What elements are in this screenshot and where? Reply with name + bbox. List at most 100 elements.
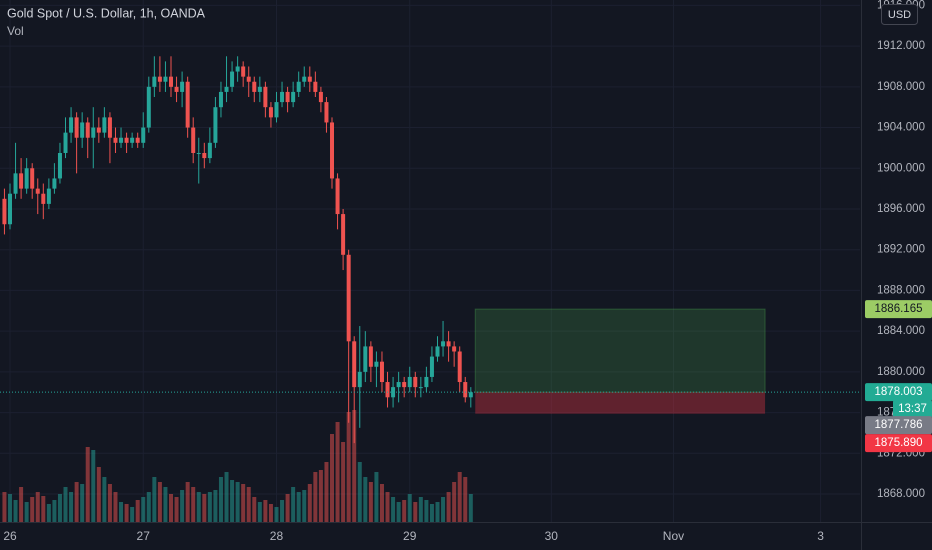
volume-bar xyxy=(113,492,118,522)
volume-bar xyxy=(313,472,318,522)
candle-body xyxy=(341,214,346,255)
volume-bar xyxy=(213,490,218,522)
volume-bar xyxy=(80,484,85,522)
volume-bar xyxy=(296,492,301,522)
volume-bar xyxy=(96,467,101,522)
stop-price-tag: 1875.890 xyxy=(875,437,923,449)
volume-bar xyxy=(291,487,296,522)
position-profit-zone xyxy=(474,308,766,393)
volume-bar xyxy=(385,492,390,522)
volume-bar xyxy=(102,477,107,522)
candle-body xyxy=(268,107,273,118)
target-price-tag: 1886.165 xyxy=(875,303,923,315)
volume-bar xyxy=(429,504,434,522)
candle-body xyxy=(407,376,412,388)
candle-body xyxy=(163,76,168,82)
candle-body xyxy=(157,76,162,82)
plot-area xyxy=(0,56,860,522)
volume-bar xyxy=(63,487,68,522)
volume-bar xyxy=(246,487,251,522)
candle-body xyxy=(218,91,223,108)
candle-body xyxy=(263,86,268,108)
bid-price-tag: 1877.786 xyxy=(875,419,923,431)
volume-bar xyxy=(224,472,229,522)
candle-body xyxy=(402,382,407,388)
volume-bar xyxy=(357,462,362,522)
volume-bar xyxy=(407,494,412,522)
candle-body xyxy=(468,392,473,398)
volume-bar xyxy=(463,477,468,522)
volume-bar xyxy=(413,502,418,522)
candle-body xyxy=(96,127,101,133)
volume-bar xyxy=(252,497,257,522)
countdown-tag: 13:37 xyxy=(898,403,927,415)
volume-bar xyxy=(30,497,35,522)
volume-bar xyxy=(135,500,140,522)
candle-body xyxy=(230,71,235,87)
volume-bar xyxy=(91,450,96,522)
position-loss-zone xyxy=(475,392,766,414)
volume-bar xyxy=(346,412,351,522)
candle-body xyxy=(35,188,40,194)
x-tick-label: 30 xyxy=(545,529,559,543)
candle-body xyxy=(174,86,179,92)
candle-body xyxy=(424,376,429,388)
candle-body xyxy=(357,371,362,388)
volume-bar xyxy=(268,504,273,522)
volume-bar xyxy=(13,500,18,522)
volume-bar xyxy=(169,494,173,522)
volume-bar xyxy=(196,492,201,522)
volume-bar xyxy=(191,487,196,522)
volume-bar xyxy=(124,504,129,522)
candle-body xyxy=(146,86,151,128)
candle-body xyxy=(80,122,85,138)
candle-body xyxy=(313,81,318,92)
volume-bar xyxy=(230,480,235,522)
volume-bar xyxy=(391,497,396,522)
candle-body xyxy=(396,382,401,388)
volume-bar xyxy=(363,477,368,522)
volume-bar xyxy=(174,497,179,522)
volume-bar xyxy=(302,490,307,522)
candle-body xyxy=(330,122,335,179)
volume-bar xyxy=(418,497,423,522)
candle-body xyxy=(102,117,107,133)
volume-bar xyxy=(285,494,290,522)
volume-bar xyxy=(46,504,51,522)
volume-bar xyxy=(352,410,357,522)
x-tick-label: 3 xyxy=(817,529,824,543)
volume-bar xyxy=(374,472,379,522)
candle-body xyxy=(135,137,140,143)
candle-body xyxy=(318,91,323,103)
volume-bar xyxy=(52,500,57,522)
y-tick-label: 1912.000 xyxy=(877,40,925,52)
candle-body xyxy=(74,117,79,138)
candle-body xyxy=(46,188,51,204)
y-tick-label: 1908.000 xyxy=(877,81,925,93)
candle-body xyxy=(107,117,112,138)
volume-bar xyxy=(180,490,185,522)
volume-bar xyxy=(141,497,146,522)
candle-body xyxy=(207,142,212,159)
candle-body xyxy=(274,102,279,118)
candle-body xyxy=(280,91,285,103)
x-tick-label: 26 xyxy=(3,529,17,543)
candle-body xyxy=(446,341,451,347)
volume-bar xyxy=(57,494,62,522)
last-price-tag: 1878.003 xyxy=(875,386,923,398)
volume-bar xyxy=(280,500,285,522)
candle-body xyxy=(235,66,240,72)
currency-button[interactable] xyxy=(881,4,918,25)
candle-body xyxy=(379,361,384,383)
candle-body xyxy=(24,168,29,189)
volume-bar xyxy=(457,472,462,522)
candle-body xyxy=(324,102,329,123)
x-tick-label: 28 xyxy=(270,529,284,543)
currency-label[interactable]: USD xyxy=(888,9,911,21)
volume-bar xyxy=(263,500,268,522)
candle-body xyxy=(202,152,207,159)
candle-body xyxy=(57,152,62,179)
volume-label: Vol xyxy=(7,24,24,38)
candle-body xyxy=(257,86,262,92)
